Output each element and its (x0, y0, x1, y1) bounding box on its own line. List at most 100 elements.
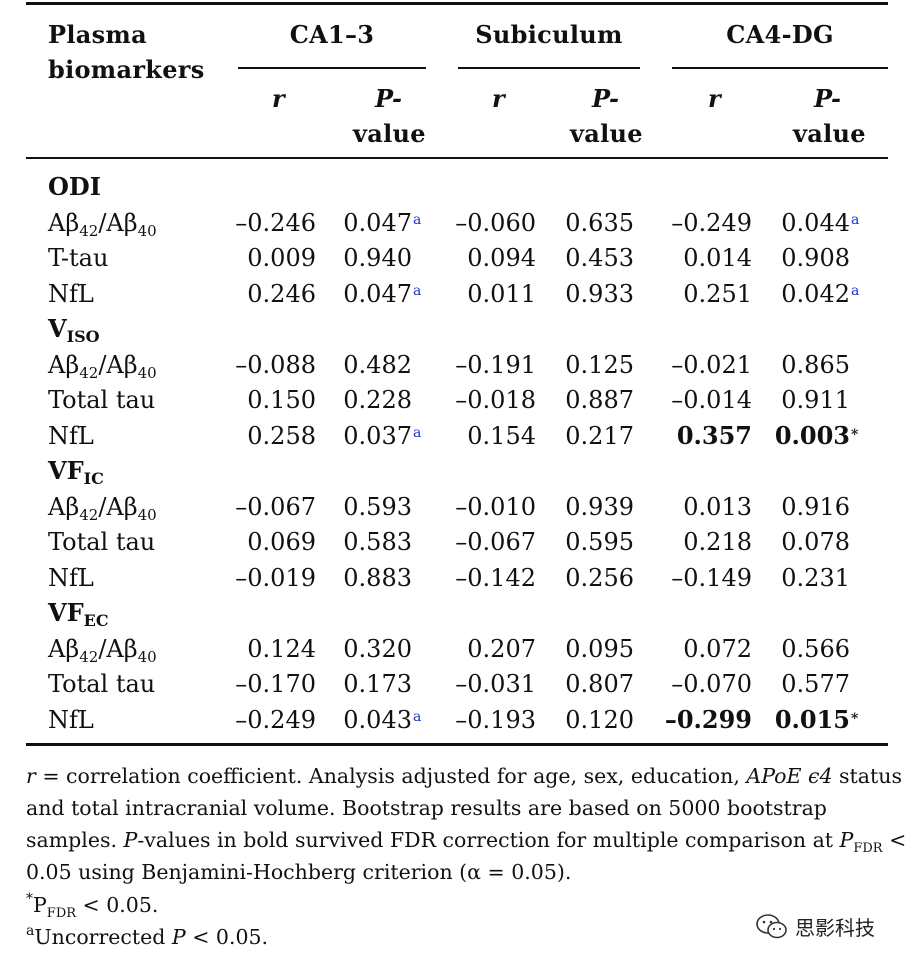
footnote-line5-p: P (33, 893, 47, 917)
cell-value: –0.067 (455, 528, 536, 556)
table-cell: 0.124 (196, 634, 316, 664)
footnote-star: * (26, 891, 33, 907)
cell-value: 0.003 (774, 420, 850, 450)
cell-value: 0.124 (247, 634, 316, 663)
table-cell: 0.207 (416, 634, 536, 664)
table-cell: –0.249 (196, 705, 316, 735)
section-name: VF (48, 456, 84, 485)
footnote-line5-fdr: FDR (46, 906, 77, 921)
bottom-rule (26, 743, 888, 746)
cell-value: 0.593 (343, 492, 412, 521)
cell-value: 0.940 (343, 244, 412, 272)
cell-value: 0.583 (343, 528, 412, 556)
table-cell: 0.072 (632, 634, 752, 664)
cell-value: 0.072 (683, 634, 752, 663)
row-label: Aβ42/Aβ40 (48, 634, 157, 666)
watermark: 思影科技 (755, 912, 875, 941)
table-cell: 0.218 (632, 527, 752, 557)
cell-value: –0.070 (671, 670, 752, 698)
wechat-icon (756, 913, 787, 938)
row-label: NfL (48, 421, 94, 450)
table-cell: –0.142 (416, 563, 536, 593)
section-heading: VISO (48, 314, 100, 346)
cell-value: 0.865 (781, 350, 850, 379)
table-cell: 0.011 (416, 279, 536, 309)
footnote-line1-status: status (832, 764, 902, 788)
row-label: Total tau (48, 670, 156, 698)
table-cell: 0.154 (416, 421, 536, 451)
cell-value: –0.193 (455, 705, 536, 734)
cell-value: 0.009 (247, 244, 316, 272)
cell-value: –0.018 (455, 386, 536, 414)
table-cell: 0.094 (416, 243, 536, 273)
footnote-r: r (26, 764, 36, 788)
cell-value: 0.320 (343, 634, 412, 663)
table-cell: 0.217 (514, 421, 634, 451)
table-cell: 0.095 (514, 634, 634, 664)
group-rule-subiculum (458, 67, 640, 69)
footnote-line-1: r = correlation coefficient. Analysis ad… (26, 760, 902, 792)
table-cell: 0.042 a (781, 279, 860, 308)
cell-value: 0.807 (565, 670, 634, 698)
cell-value: 0.044 (781, 208, 850, 237)
section-subscript: EC (83, 611, 109, 630)
cell-value: 0.125 (565, 350, 634, 379)
header-r-ca4: r (708, 84, 721, 113)
table-cell: 0.251 (632, 279, 752, 309)
cell-value: –0.010 (455, 492, 536, 521)
section-subscript: ISO (66, 327, 100, 346)
cell-value: 0.217 (565, 421, 634, 450)
cell-value: –0.170 (235, 670, 316, 698)
table-cell: 0.583 (292, 527, 412, 557)
table-cell: –0.067 (416, 527, 536, 557)
table-cell: 0.014 (632, 243, 752, 273)
table-cell: 0.883 (292, 563, 412, 593)
table-cell: 0.865 (730, 350, 850, 380)
table-cell: 0.939 (514, 492, 634, 522)
group-rule-ca13 (238, 67, 426, 69)
table-cell: 0.320 (292, 634, 412, 664)
cell-value: –0.088 (235, 350, 316, 379)
cell-value: 0.154 (467, 421, 536, 450)
section-heading: VFIC (48, 456, 104, 488)
cell-value: 0.042 (781, 279, 850, 308)
cell-value: 0.015 (774, 704, 850, 734)
cell-value: 0.231 (781, 563, 850, 592)
table-cell: 0.044 a (781, 208, 860, 237)
cell-value: 0.094 (467, 244, 536, 272)
table-cell: 0.940 (292, 243, 412, 273)
watermark-text: 思影科技 (795, 916, 875, 940)
table-cell: 0.003 * (774, 420, 859, 450)
table-cell: 0.453 (514, 243, 634, 273)
table-cell: 0.150 (196, 385, 316, 415)
cell-value: 0.246 (247, 279, 316, 308)
section-name: VF (48, 598, 84, 627)
row-label: NfL (48, 705, 94, 734)
header-p-ca4-line1: P- (814, 84, 842, 113)
header-r-sub: r (492, 84, 505, 113)
footnote-line3-p: P (123, 828, 138, 852)
table-cell: –0.019 (196, 563, 316, 593)
footnote-line6-text: Uncorrected (34, 925, 172, 949)
cell-value: –0.191 (455, 350, 536, 379)
header-col0-line1: Plasma (48, 20, 147, 49)
cell-value: 0.037 (343, 421, 412, 450)
cell-value: 0.357 (676, 420, 752, 450)
cell-value: 0.887 (565, 386, 634, 414)
header-p-ca4-line2: value (793, 119, 866, 148)
cell-value: –0.014 (671, 386, 752, 414)
footnote-line3-fdr: FDR (853, 841, 883, 856)
footnote-line-6: aUncorrected P < 0.05. (26, 921, 896, 953)
section-subscript: IC (83, 469, 104, 488)
top-rule (26, 2, 888, 5)
cell-value: 0.258 (247, 421, 316, 450)
cell-value: 0.883 (343, 563, 412, 592)
group-subiculum: Subiculum (475, 20, 623, 49)
cell-value: –0.019 (235, 563, 316, 592)
section-heading: ODI (48, 172, 101, 202)
table-cell: –0.070 (632, 669, 752, 699)
group-ca4dg: CA4-DG (726, 20, 834, 49)
table-cell: 0.009 (196, 243, 316, 273)
cell-value: 0.566 (781, 634, 850, 663)
section-heading: VFEC (48, 598, 109, 630)
